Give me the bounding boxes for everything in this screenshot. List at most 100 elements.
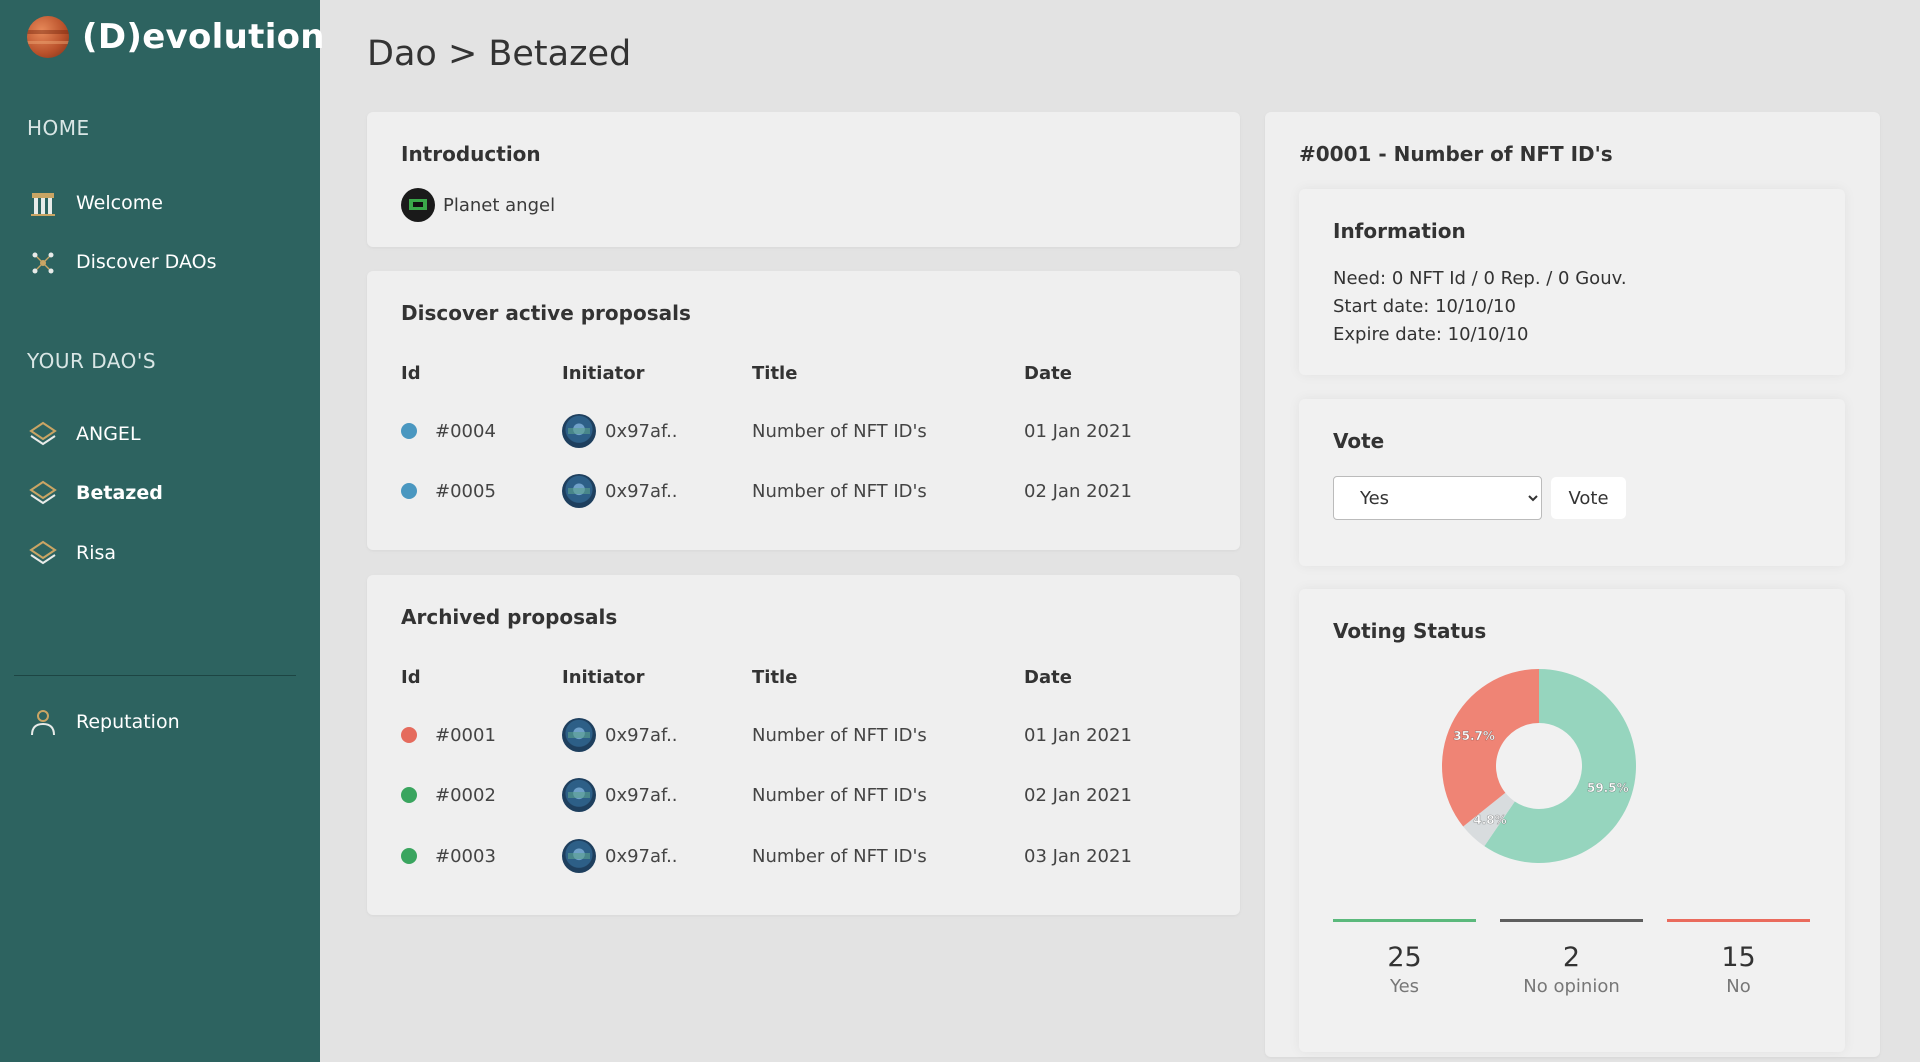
avatar [562,474,596,508]
sidebar-item-risa[interactable]: Risa [27,531,297,575]
vote-select[interactable]: Yes No No opinion [1333,476,1542,520]
table-row[interactable]: #0003 0x97af.. Number of NFT ID's 03 Jan… [367,836,1240,876]
proposal-title: #0001 - Number of NFT ID's [1299,142,1613,166]
sidebar-item-reputation[interactable]: Reputation [27,700,297,744]
panel-title: Voting Status [1333,619,1487,643]
column-header-title: Title [752,667,798,688]
proposal-id: #0001 [435,724,496,746]
sidebar-item-label: Welcome [76,192,163,214]
table-row[interactable]: #0001 0x97af.. Number of NFT ID's 01 Jan… [367,715,1240,755]
status-dot [401,848,417,864]
sidebar-item-label: Betazed [76,482,163,504]
brand[interactable]: (D)evolution [27,16,325,58]
layers-icon [27,477,59,509]
table-row[interactable]: #0005 0x97af.. Number of NFT ID's 02 Jan… [367,471,1240,511]
donut-slice-yes[interactable] [1484,669,1636,863]
initiator-address: 0x97af.. [605,724,678,746]
stat-value: 25 [1387,942,1422,973]
sidebar-item-label: ANGEL [76,423,141,445]
table-row[interactable]: #0002 0x97af.. Number of NFT ID's 02 Jan… [367,775,1240,815]
vote-button[interactable]: Vote [1551,477,1626,519]
archived-proposals-card: Archived proposals Id Initiator Title Da… [367,575,1240,915]
donut-label: 35.7% [1453,729,1495,743]
page-title: Dao > Betazed [367,34,632,74]
proposal-date: 03 Jan 2021 [1024,845,1132,867]
introduction-card: Introduction Planet angel [367,112,1240,247]
columns-icon [27,187,59,219]
avatar [401,188,435,222]
avatar [562,414,596,448]
proposal-id: #0003 [435,845,496,867]
section-label-home: HOME [27,116,90,140]
card-title: Discover active proposals [401,301,691,325]
stat-value: 2 [1562,942,1581,973]
stat-bar [1667,919,1810,922]
column-header-id: Id [401,363,421,384]
dao-member[interactable]: Planet angel [401,188,555,222]
sidebar-item-betazed[interactable]: Betazed [27,471,297,515]
sidebar-item-label: Reputation [76,711,180,733]
column-header-initiator: Initiator [562,363,645,384]
initiator-address: 0x97af.. [605,480,678,502]
vote-panel: Vote Yes No No opinion Vote [1299,399,1845,566]
information-panel: Information Need: 0 NFT Id / 0 Rep. / 0 … [1299,189,1845,375]
status-dot [401,787,417,803]
planet-logo-icon [27,16,69,58]
sidebar-item-discover-daos[interactable]: Discover DAOs [27,240,297,284]
sidebar-item-label: Discover DAOs [76,251,217,273]
proposal-date: 02 Jan 2021 [1024,480,1132,502]
panel-title: Information [1333,219,1466,243]
start-date-text: Start date: 10/10/10 [1333,296,1516,317]
sidebar-divider [14,675,296,676]
sidebar-item-label: Risa [76,542,117,564]
avatar [562,718,596,752]
stat-bar [1333,919,1476,922]
need-text: Need: 0 NFT Id / 0 Rep. / 0 Gouv. [1333,268,1627,289]
donut-label: 4.8% [1473,813,1506,827]
proposal-date: 01 Jan 2021 [1024,724,1132,746]
avatar [562,778,596,812]
proposal-title: Number of NFT ID's [752,420,927,442]
sidebar-item-angel[interactable]: ANGEL [27,412,297,456]
stat-label: No [1726,976,1751,997]
sidebar: (D)evolution HOME Welcome Discover DAOs … [0,0,325,1062]
active-proposals-card: Discover active proposals Id Initiator T… [367,271,1240,550]
stat-no: 15 No [1667,919,1810,997]
layers-icon [27,418,59,450]
layers-icon [27,537,59,569]
column-header-initiator: Initiator [562,667,645,688]
initiator-address: 0x97af.. [605,845,678,867]
member-name: Planet angel [443,194,556,216]
stat-yes: 25 Yes [1333,919,1476,997]
proposal-title: Number of NFT ID's [752,480,927,502]
voting-status-panel: Voting Status 59.5% 4.8% 35.7% 25 Yes 2 No… [1299,589,1845,1052]
initiator-address: 0x97af.. [605,420,678,442]
status-dot [401,727,417,743]
donut-slice-no-opinion[interactable] [1463,792,1515,847]
status-dot [401,483,417,499]
stat-value: 15 [1721,942,1756,973]
proposal-date: 01 Jan 2021 [1024,420,1132,442]
initiator-address: 0x97af.. [605,784,678,806]
stat-bar [1500,919,1643,922]
table-row[interactable]: #0004 0x97af.. Number of NFT ID's 01 Jan… [367,411,1240,451]
expire-date-text: Expire date: 10/10/10 [1333,324,1529,345]
proposal-id: #0002 [435,784,496,806]
stat-label: Yes [1389,976,1420,997]
sidebar-item-welcome[interactable]: Welcome [27,181,297,225]
proposal-title: Number of NFT ID's [752,845,927,867]
avatar [562,839,596,873]
column-header-date: Date [1024,363,1072,384]
donut-label: 59.5% [1587,781,1629,795]
brand-name: (D)evolution [82,17,325,57]
voting-donut-chart: 59.5% 4.8% 35.7% [1442,669,1636,863]
column-header-title: Title [752,363,798,384]
person-icon [27,706,59,738]
stat-no-opinion: 2 No opinion [1500,919,1643,997]
proposal-id: #0004 [435,420,496,442]
stat-label: No opinion [1523,976,1620,997]
proposal-date: 02 Jan 2021 [1024,784,1132,806]
donut-slice-no[interactable] [1442,669,1539,827]
proposal-title: Number of NFT ID's [752,784,927,806]
card-title: Archived proposals [401,605,618,629]
